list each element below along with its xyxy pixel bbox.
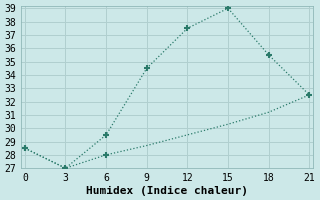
X-axis label: Humidex (Indice chaleur): Humidex (Indice chaleur) (86, 186, 248, 196)
